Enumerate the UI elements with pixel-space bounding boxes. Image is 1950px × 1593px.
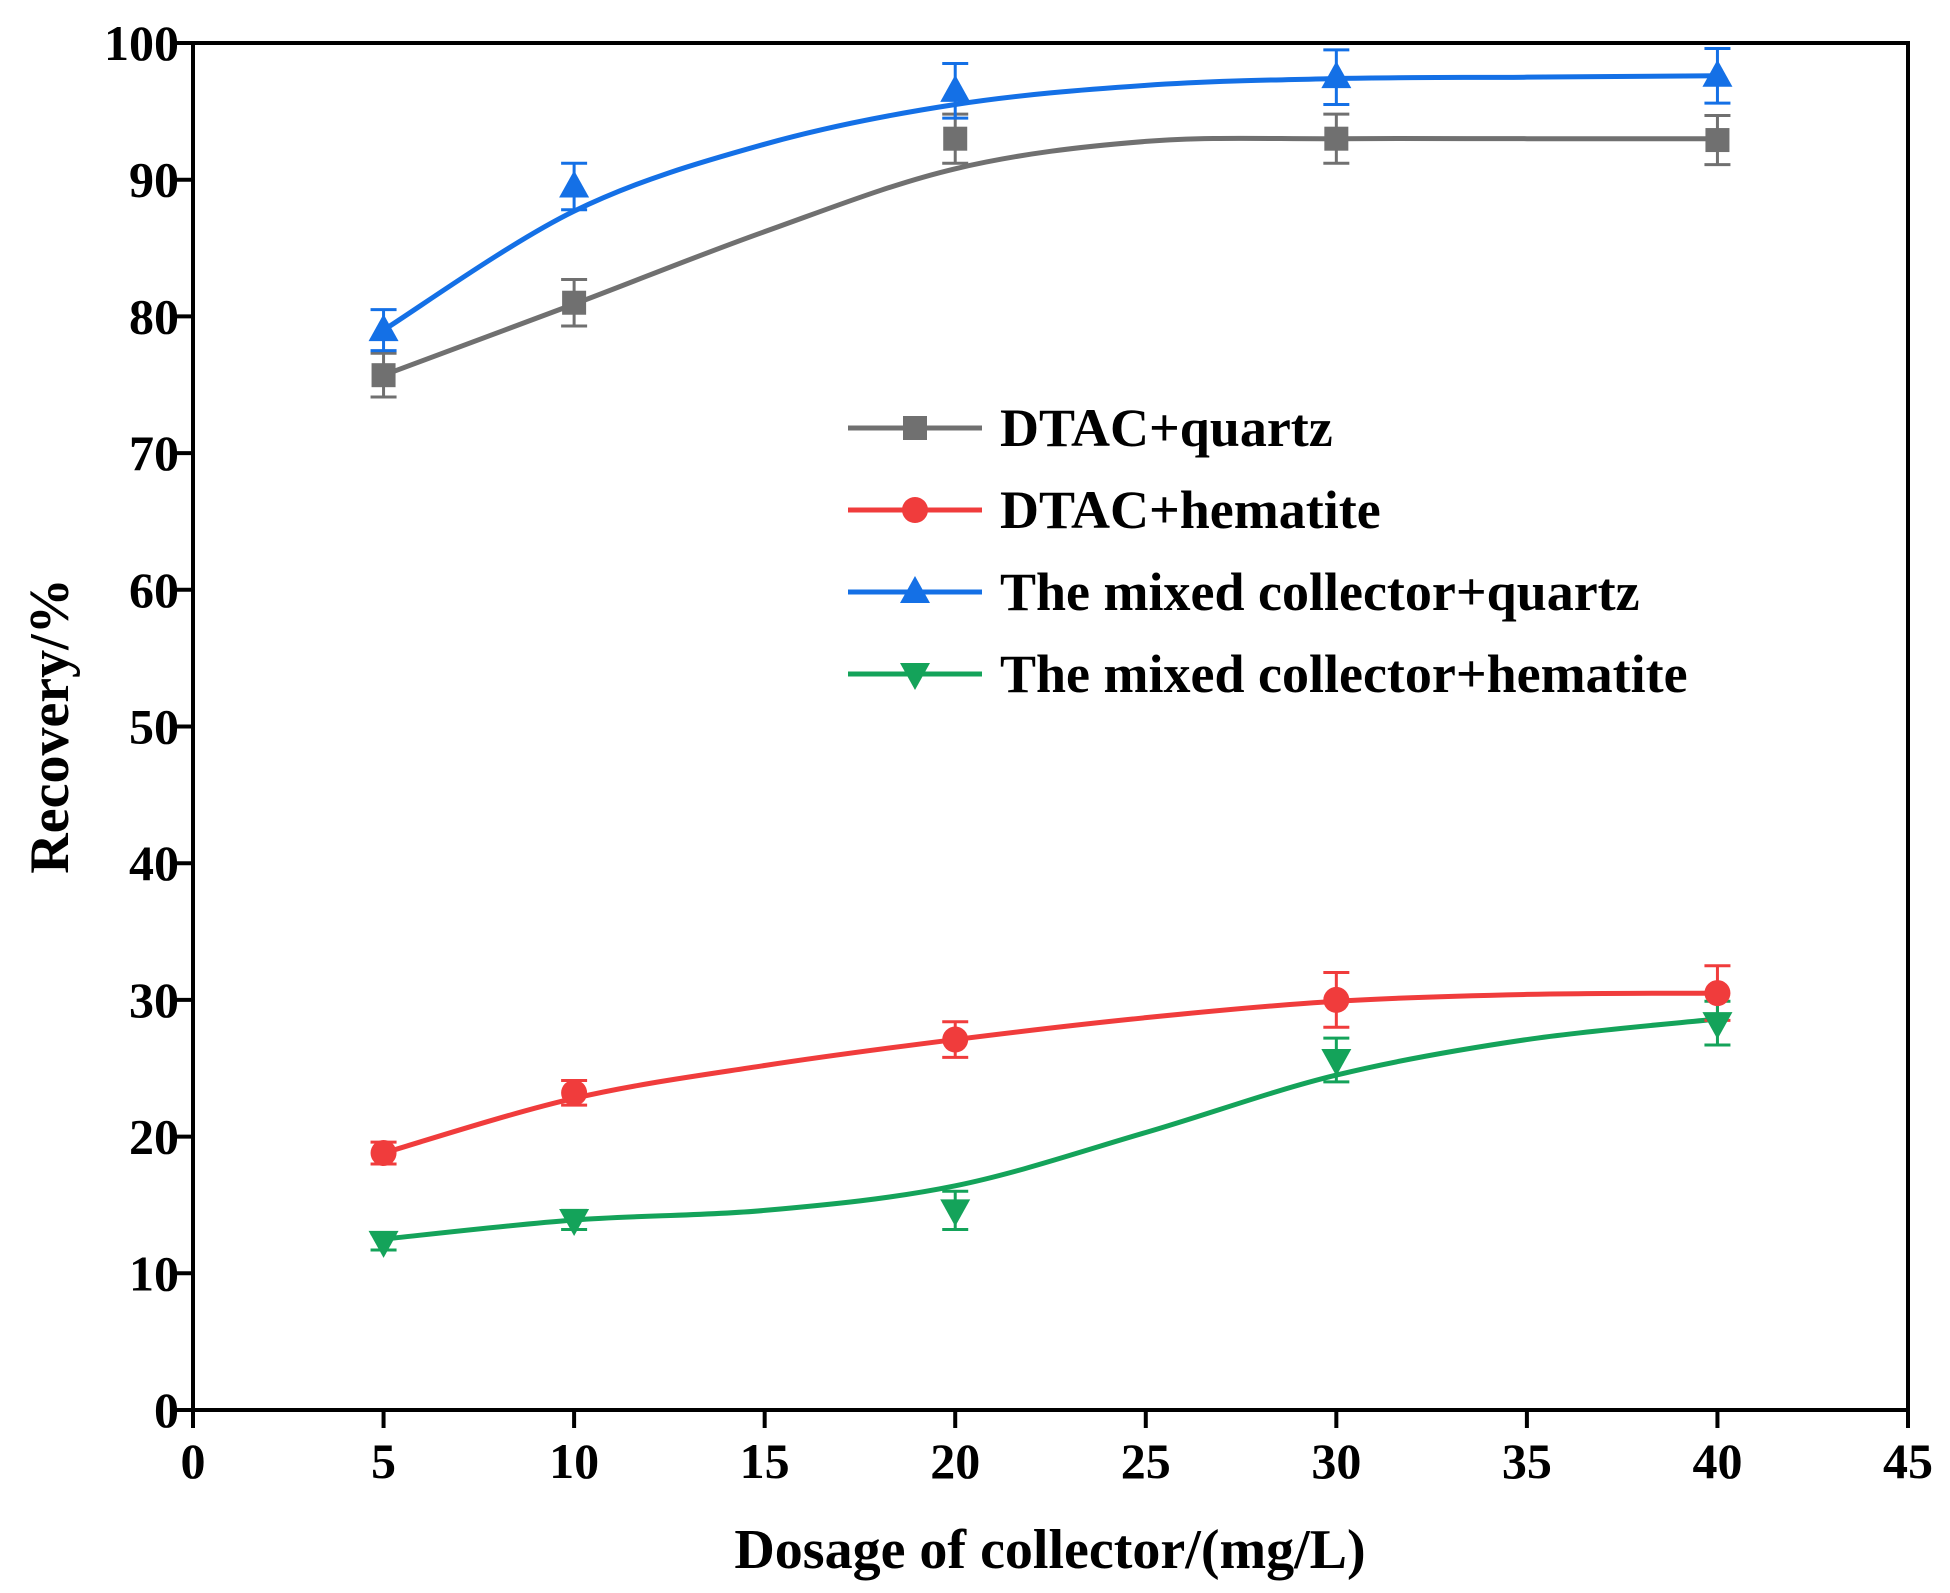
data-point-the-mixed-collector-quartz bbox=[1321, 61, 1352, 89]
y-tick-label: 90 bbox=[129, 152, 179, 208]
legend-marker-dtac-quartz bbox=[903, 416, 927, 440]
plot-frame bbox=[191, 41, 1910, 1412]
legend-marker-dtac-hematite bbox=[902, 497, 928, 523]
legend-label-the-mixed-collector-hematite: The mixed collector+hematite bbox=[1000, 644, 1688, 704]
data-point-dtac-quartz bbox=[943, 126, 968, 151]
data-point-dtac-hematite bbox=[942, 1026, 969, 1053]
axis-tick-labels: 0 5 10 15 20 25 30 35 40 45 0 10 20 30 40 50 60 70 80 90 100 bbox=[104, 15, 1933, 1489]
legend-label-dtac-hematite: DTAC+hematite bbox=[1000, 480, 1381, 540]
data-point-dtac-quartz bbox=[562, 290, 587, 315]
data-point-the-mixed-collector-quartz bbox=[559, 170, 590, 198]
data-markers bbox=[368, 59, 1733, 1258]
y-tick-label: 100 bbox=[104, 15, 179, 71]
data-point-dtac-hematite bbox=[1704, 980, 1731, 1007]
data-point-the-mixed-collector-hematite bbox=[940, 1199, 971, 1227]
fit-curve-dtac-hematite bbox=[382, 990, 1718, 1156]
y-tick-label: 60 bbox=[129, 562, 179, 618]
data-point-dtac-hematite bbox=[1323, 986, 1350, 1013]
y-axis-title: Recovery/% bbox=[19, 578, 81, 873]
data-point-the-mixed-collector-hematite bbox=[559, 1208, 590, 1236]
y-tick-label: 70 bbox=[129, 425, 179, 481]
x-tick-label: 35 bbox=[1502, 1433, 1552, 1489]
x-tick-label: 0 bbox=[181, 1433, 206, 1489]
data-point-the-mixed-collector-hematite bbox=[1321, 1049, 1352, 1077]
data-point-the-mixed-collector-hematite bbox=[1702, 1012, 1733, 1040]
x-tick-label: 5 bbox=[371, 1433, 396, 1489]
x-tick-label: 45 bbox=[1883, 1433, 1933, 1489]
x-tick-label: 20 bbox=[930, 1433, 980, 1489]
data-point-dtac-hematite bbox=[561, 1079, 588, 1106]
y-tick-label: 0 bbox=[154, 1382, 179, 1438]
fit-curve-dtac-quartz bbox=[382, 135, 1718, 378]
y-tick-label: 80 bbox=[129, 288, 179, 344]
data-point-the-mixed-collector-quartz bbox=[1702, 59, 1733, 87]
axis-ticks bbox=[175, 41, 1910, 1428]
legend-label-the-mixed-collector-quartz: The mixed collector+quartz bbox=[1000, 562, 1640, 622]
y-tick-label: 50 bbox=[129, 699, 179, 755]
x-tick-label: 25 bbox=[1121, 1433, 1171, 1489]
y-tick-label: 10 bbox=[129, 1245, 179, 1301]
data-point-the-mixed-collector-hematite bbox=[368, 1230, 399, 1258]
data-point-dtac-hematite bbox=[370, 1140, 397, 1167]
data-point-dtac-quartz bbox=[371, 363, 396, 388]
legend: DTAC+quartz DTAC+hematite The mixed collec… bbox=[848, 398, 1688, 704]
y-tick-label: 30 bbox=[129, 972, 179, 1028]
fit-curve-the-mixed-collector-hematite bbox=[383, 1016, 1718, 1242]
y-tick-label: 40 bbox=[129, 835, 179, 891]
data-point-dtac-quartz bbox=[1705, 128, 1730, 153]
y-tick-label: 20 bbox=[129, 1109, 179, 1165]
x-tick-label: 15 bbox=[740, 1433, 790, 1489]
legend-label-dtac-quartz: DTAC+quartz bbox=[1000, 398, 1333, 458]
x-tick-label: 40 bbox=[1692, 1433, 1742, 1489]
x-axis-title: Dosage of collector/(mg/L) bbox=[734, 1519, 1365, 1581]
x-tick-label: 10 bbox=[549, 1433, 599, 1489]
data-point-the-mixed-collector-quartz bbox=[940, 74, 971, 102]
legend-marker-the-mixed-collector-quartz bbox=[900, 576, 930, 603]
legend-marker-the-mixed-collector-hematite bbox=[900, 663, 930, 690]
x-tick-label: 30 bbox=[1311, 1433, 1361, 1489]
data-point-dtac-quartz bbox=[1324, 126, 1349, 151]
data-point-the-mixed-collector-quartz bbox=[368, 314, 399, 342]
